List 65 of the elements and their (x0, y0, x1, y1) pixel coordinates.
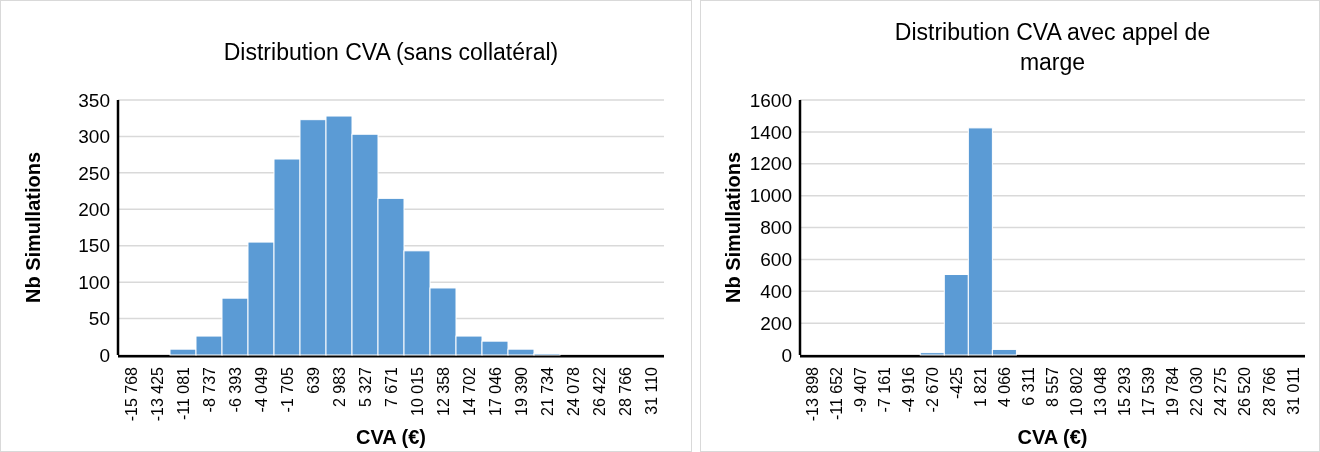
x-tick-label: 2 983 (330, 366, 348, 408)
x-tick-label: 21 734 (538, 366, 556, 416)
y-tick-label: 250 (78, 162, 110, 184)
y-tick-label: 200 (760, 312, 792, 334)
y-tick-label: 100 (78, 271, 110, 293)
x-tick-label: 31 011 (1284, 366, 1302, 415)
x-tick-label: -11 081 (174, 366, 192, 421)
x-tick-label: 14 702 (460, 366, 478, 416)
x-tick-label: 22 030 (1188, 366, 1206, 416)
y-tick-label: 0 (781, 344, 792, 366)
x-tick-label: 26 520 (1236, 366, 1254, 416)
x-tick-label: 17 046 (486, 366, 504, 416)
y-tick-label: 1200 (749, 153, 792, 175)
y-tick-label: 400 (760, 280, 792, 302)
x-tick-label: -13 898 (803, 366, 821, 422)
x-tick-label: 19 390 (512, 366, 530, 416)
x-tick-label: 5 327 (356, 366, 374, 408)
y-axis-title: Nb Simullations (722, 151, 744, 304)
y-tick-label: 300 (78, 126, 110, 148)
x-tick-label: -11 652 (827, 366, 845, 421)
y-tick-label: 200 (78, 198, 110, 220)
y-axis-title: Nb Simullations (22, 151, 44, 304)
x-axis-title: CVA (€) (1017, 426, 1088, 448)
chart-title: Distribution CVA avec appel de marge (894, 19, 1211, 75)
y-tick-label: 1000 (749, 185, 792, 207)
x-tick-label: -13 425 (148, 366, 166, 422)
x-tick-label: 28 766 (1260, 366, 1278, 416)
x-tick-label: -425 (947, 366, 965, 400)
y-tick-label: 600 (760, 249, 792, 271)
x-tick-label: 31 110 (642, 366, 660, 415)
x-tick-label: 28 766 (616, 366, 634, 416)
x-tick-label: -6 393 (226, 366, 244, 413)
x-tick-label: -2 670 (923, 366, 941, 413)
x-tick-label: 12 358 (434, 366, 452, 416)
x-tick-label: 639 (304, 366, 322, 394)
x-tick-label: -7 161 (875, 366, 893, 413)
x-tick-label: 15 293 (1116, 366, 1134, 416)
x-tick-label: 19 784 (1164, 366, 1182, 416)
x-tick-label: -8 737 (200, 366, 218, 413)
x-tick-label: 6 311 (1020, 366, 1038, 406)
x-tick-label: -4 049 (252, 366, 270, 413)
y-tick-label: 1400 (749, 121, 792, 143)
x-tick-label: -9 407 (851, 366, 869, 413)
chart-title: Distribution CVA (sans collatéral) (223, 39, 559, 65)
y-tick-label: 150 (78, 235, 110, 257)
x-tick-label: 7 671 (382, 366, 400, 408)
x-tick-label: 10 015 (408, 366, 426, 416)
y-tick-label: 1600 (749, 89, 792, 111)
x-tick-label: -4 916 (899, 366, 917, 413)
x-tick-label: 1 821 (971, 366, 989, 408)
x-tick-label: 10 802 (1068, 366, 1086, 416)
x-tick-label: 24 275 (1212, 366, 1230, 416)
x-tick-label: -15 768 (122, 366, 140, 422)
x-tick-label: 8 557 (1044, 366, 1062, 408)
y-tick-label: 50 (88, 308, 110, 330)
y-tick-label: 800 (760, 217, 792, 239)
x-tick-label: 26 422 (590, 366, 608, 416)
x-axis-title: CVA (€) (356, 426, 426, 448)
y-tick-label: 350 (78, 89, 110, 111)
x-tick-label: 4 066 (996, 366, 1013, 408)
x-tick-label: 24 078 (564, 366, 582, 416)
x-tick-label: -1 705 (278, 366, 296, 413)
x-tick-label: 17 539 (1140, 366, 1158, 416)
x-tick-label: 13 048 (1092, 366, 1110, 416)
y-tick-label: 0 (99, 344, 110, 366)
